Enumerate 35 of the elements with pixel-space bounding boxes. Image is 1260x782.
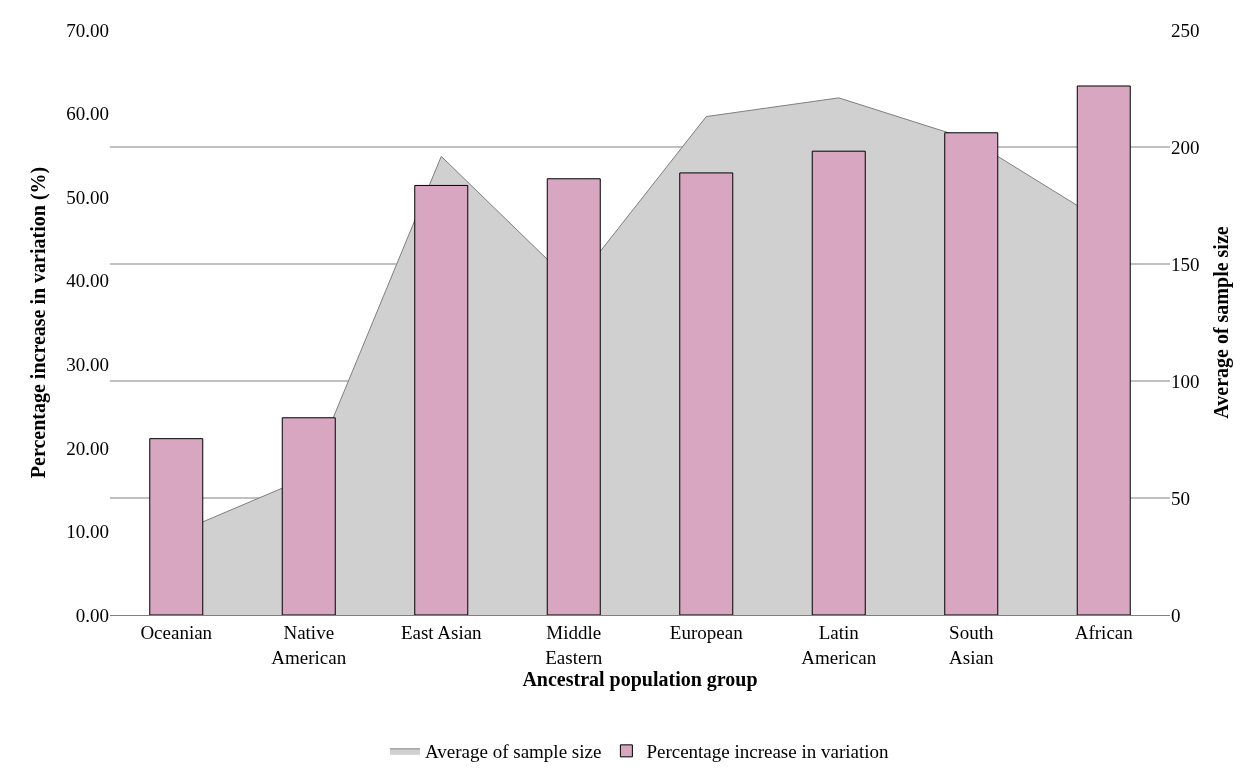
bar	[679, 172, 734, 615]
y-tick-label: 30.00	[66, 353, 109, 375]
x-tick-label: Oceanian	[140, 621, 213, 643]
legend-label: Percentage increase in variation	[646, 741, 889, 763]
bar	[1076, 85, 1131, 615]
y2-tick-label: 100	[1171, 370, 1200, 392]
bar	[149, 438, 204, 615]
y-tick-label: 60.00	[66, 103, 109, 125]
y-axis-title: Percentage increase in variation (%)	[26, 166, 50, 479]
x-tick-label: Native American	[271, 621, 347, 668]
bar	[811, 150, 866, 615]
legend-label: Average of sample size	[425, 741, 602, 763]
x-tick-label: South Asian	[949, 621, 994, 668]
y-tick-label: 10.00	[66, 521, 109, 543]
y-tick-label: 20.00	[66, 437, 109, 459]
bar	[414, 184, 469, 615]
y2-tick-label: 0	[1171, 604, 1181, 626]
y-tick-label: 70.00	[66, 19, 109, 41]
y-tick-label: 50.00	[66, 186, 109, 208]
y-tick-label: 0.00	[75, 604, 109, 626]
y2-tick-label: 50	[1171, 487, 1190, 509]
x-tick-label: East Asian	[400, 621, 483, 643]
x-tick-label: Middle Eastern	[545, 621, 603, 668]
y2-tick-label: 250	[1171, 19, 1200, 41]
x-tick-label: Latin American	[801, 621, 877, 668]
y-tick-label: 40.00	[66, 270, 109, 292]
bar	[546, 178, 601, 615]
y2-axis-title: Average of sample size	[1210, 226, 1233, 419]
bar	[944, 132, 999, 615]
x-axis-title: Ancestral population group	[522, 668, 758, 691]
x-tick-label: European	[669, 621, 744, 643]
bar	[281, 417, 336, 615]
y2-tick-label: 150	[1171, 253, 1200, 275]
x-tick-label: African	[1074, 621, 1134, 643]
y2-tick-label: 200	[1171, 136, 1200, 158]
